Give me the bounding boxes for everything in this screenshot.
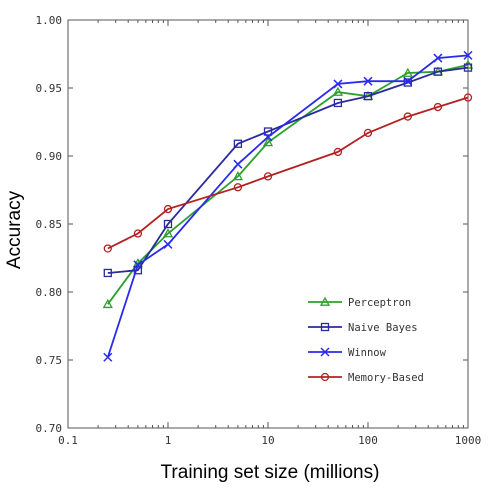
data-point-perceptron xyxy=(262,137,274,147)
data-point-memory-based xyxy=(163,204,173,214)
legend-marker xyxy=(320,322,330,332)
data-point-winnow xyxy=(363,76,373,86)
data-point-naive-bayes xyxy=(463,63,473,72)
series-layer xyxy=(102,50,474,362)
data-point-winnow xyxy=(133,260,143,270)
data-point-memory-based xyxy=(363,128,373,138)
data-point-memory-based xyxy=(433,102,443,112)
y-tick-label: 0.95 xyxy=(36,82,63,95)
legend-entry-memory-based: Memory-Based xyxy=(308,372,424,384)
y-tick-label: 1.00 xyxy=(36,14,63,27)
series-line-naive-bayes xyxy=(107,66,469,274)
x-tick-label: 1 xyxy=(165,434,172,447)
legend-label: Naive Bayes xyxy=(348,322,418,334)
series-winnow xyxy=(103,50,473,362)
legend-marker xyxy=(320,372,330,382)
data-point-naive-bayes xyxy=(233,139,243,148)
y-tick-label: 0.70 xyxy=(36,422,63,435)
legend-entry-naive-bayes: Naive Bayes xyxy=(308,322,418,334)
data-point-naive-bayes xyxy=(103,268,112,278)
data-point-winnow xyxy=(433,53,443,63)
data-point-perceptron xyxy=(162,228,174,238)
data-point-memory-based xyxy=(403,112,412,121)
legend-entry-perceptron: Perceptron xyxy=(308,296,411,309)
data-point-naive-bayes xyxy=(263,127,273,136)
x-axis-title: Training set size (millions) xyxy=(161,462,380,483)
series-naive-bayes xyxy=(103,63,473,278)
y-tick-label: 0.85 xyxy=(36,218,63,231)
plot-axes: 0.70 0.75 0.80 0.85 0.90 0.95 1.00 0.1 1 10 100 100… xyxy=(36,14,482,447)
data-point-winnow xyxy=(333,79,343,89)
y-tick-label: 0.75 xyxy=(36,354,63,367)
y-axis-title: Accuracy xyxy=(4,190,25,269)
data-point-memory-based xyxy=(263,172,273,181)
data-point-memory-based xyxy=(333,147,343,157)
data-point-memory-based xyxy=(463,93,473,102)
legend: Perceptron Naive Bayes Winnow Memory-Based xyxy=(308,296,424,384)
data-point-naive-bayes xyxy=(403,78,412,87)
series-perceptron xyxy=(102,59,474,309)
data-point-memory-based xyxy=(233,183,243,192)
series-line-perceptron xyxy=(107,64,469,305)
legend-marker xyxy=(319,296,331,306)
legend-entry-winnow: Winnow xyxy=(308,347,387,359)
data-point-perceptron xyxy=(332,86,344,96)
y-tick-label: 0.80 xyxy=(36,286,63,299)
data-point-winnow xyxy=(103,352,113,362)
data-point-winnow xyxy=(263,132,273,142)
series-line-memory-based xyxy=(107,96,469,250)
data-point-naive-bayes xyxy=(333,98,343,108)
data-point-perceptron xyxy=(402,67,413,77)
data-point-perceptron xyxy=(102,298,113,309)
data-point-winnow xyxy=(403,76,413,86)
series-memory-based xyxy=(103,93,473,253)
x-tick-label: 0.1 xyxy=(58,434,78,447)
data-point-naive-bayes xyxy=(433,67,443,76)
x-tick-label: 1000 xyxy=(455,434,482,447)
legend-label: Perceptron xyxy=(348,297,411,309)
data-point-memory-based xyxy=(103,244,112,253)
series-line-winnow xyxy=(106,54,469,358)
legend-label: Winnow xyxy=(348,347,387,359)
data-point-perceptron xyxy=(232,171,244,181)
data-point-naive-bayes xyxy=(363,92,373,101)
data-point-winnow xyxy=(163,239,173,249)
legend-marker xyxy=(320,347,330,357)
x-tick-label: 100 xyxy=(358,434,378,447)
data-point-naive-bayes xyxy=(163,219,173,229)
legend-label: Memory-Based xyxy=(348,372,424,384)
data-point-winnow xyxy=(233,159,243,169)
y-tick-label: 0.90 xyxy=(36,150,63,163)
data-point-winnow xyxy=(463,50,473,60)
x-tick-label: 10 xyxy=(261,434,274,447)
data-point-memory-based xyxy=(133,229,143,238)
